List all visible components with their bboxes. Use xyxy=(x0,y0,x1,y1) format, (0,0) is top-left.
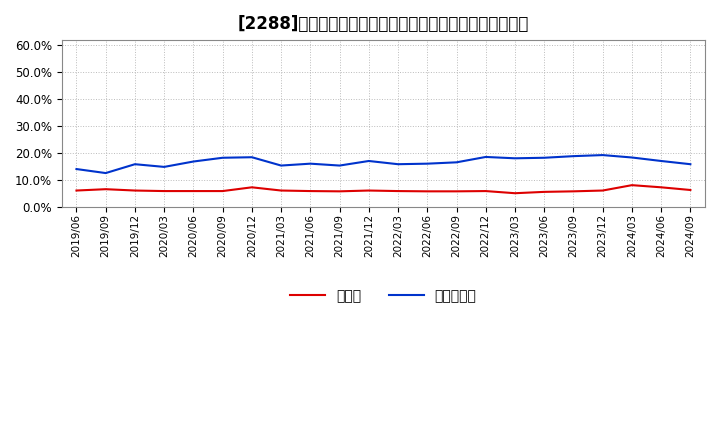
有利子負債 xyxy=(189,159,198,164)
現預金 xyxy=(72,188,81,193)
有利子負債 xyxy=(160,164,168,169)
有利子負債 xyxy=(276,163,285,168)
現預金 xyxy=(628,183,636,188)
現預金 xyxy=(364,188,373,193)
Line: 現預金: 現預金 xyxy=(76,185,690,193)
有利子負債 xyxy=(423,161,431,166)
現預金 xyxy=(306,188,315,194)
現預金 xyxy=(248,185,256,190)
現預金 xyxy=(276,188,285,193)
有利子負債 xyxy=(364,158,373,164)
Line: 有利子負債: 有利子負債 xyxy=(76,155,690,173)
Title: [2288]　現預金、有利子負債の総資産に対する比率の推移: [2288] 現預金、有利子負債の総資産に対する比率の推移 xyxy=(238,15,529,33)
現預金 xyxy=(598,188,607,193)
Legend: 現預金, 有利子負債: 現預金, 有利子負債 xyxy=(284,283,482,308)
有利子負債 xyxy=(569,154,577,159)
現預金 xyxy=(510,191,519,196)
現預金 xyxy=(189,188,198,194)
現預金 xyxy=(160,188,168,194)
有利子負債 xyxy=(248,154,256,160)
現預金 xyxy=(657,185,665,190)
有利子負債 xyxy=(306,161,315,166)
現預金 xyxy=(102,187,110,192)
有利子負債 xyxy=(394,161,402,167)
有利子負債 xyxy=(686,161,695,167)
現預金 xyxy=(130,188,139,193)
現預金 xyxy=(569,189,577,194)
有利子負債 xyxy=(130,161,139,167)
現預金 xyxy=(336,189,344,194)
有利子負債 xyxy=(452,160,461,165)
有利子負債 xyxy=(628,155,636,160)
有利子負債 xyxy=(482,154,490,160)
有利子負債 xyxy=(657,158,665,164)
有利子負債 xyxy=(598,152,607,158)
現預金 xyxy=(218,188,227,194)
有利子負債 xyxy=(540,155,549,161)
有利子負債 xyxy=(336,163,344,168)
有利子負債 xyxy=(102,170,110,176)
現預金 xyxy=(540,189,549,194)
有利子負債 xyxy=(510,156,519,161)
現預金 xyxy=(394,188,402,194)
現預金 xyxy=(423,189,431,194)
現預金 xyxy=(686,187,695,193)
有利子負債 xyxy=(72,166,81,172)
現預金 xyxy=(482,188,490,194)
有利子負債 xyxy=(218,155,227,161)
現預金 xyxy=(452,189,461,194)
